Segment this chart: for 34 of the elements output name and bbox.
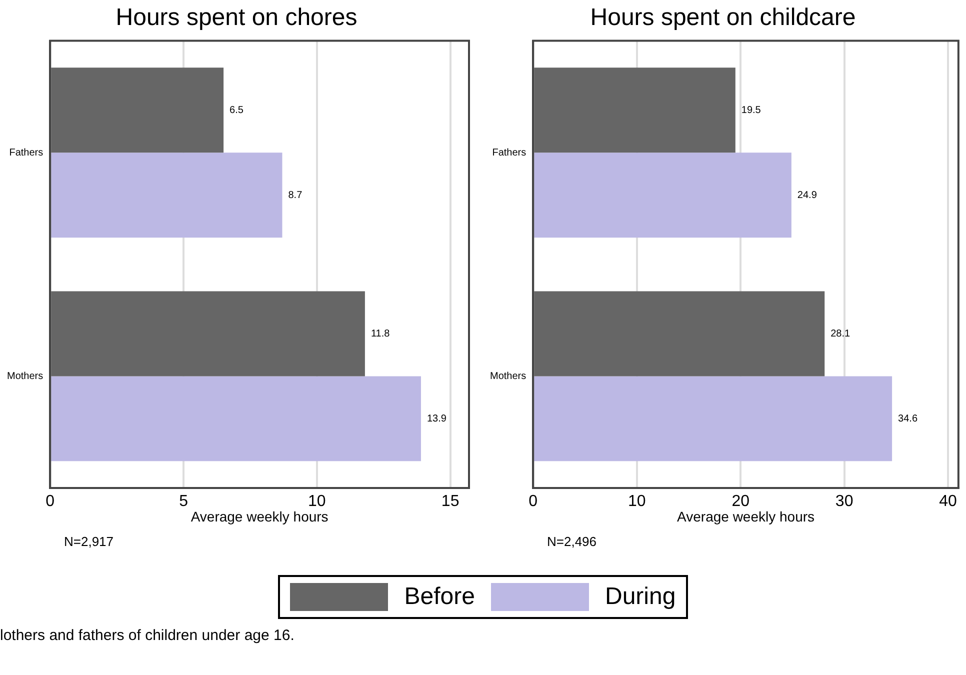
text: N=2,917 — [64, 534, 115, 549]
data-label: 28.1 — [830, 328, 851, 340]
x-tick-label: 15 — [441, 493, 460, 510]
text: lothers and fathers of children under age 16. — [0, 627, 296, 644]
x-tick-label: 0 — [528, 493, 538, 510]
y-tick-label: Fathers — [9, 147, 44, 158]
chart-title: Hours spent on childcare — [590, 4, 856, 32]
data-label: 24.9 — [797, 190, 818, 201]
x-tick-label: 30 — [835, 493, 854, 510]
legend-label: Before — [404, 583, 475, 611]
data-label: 6.5 — [230, 104, 244, 116]
bar — [51, 291, 365, 376]
x-tick-label: 10 — [308, 493, 326, 510]
data-label: 8.7 — [288, 190, 303, 201]
x-tick-label: 5 — [179, 493, 188, 510]
bar — [51, 376, 421, 462]
x-tick-label: 0 — [46, 493, 55, 510]
bar — [51, 68, 224, 153]
y-tick-label: Mothers — [490, 370, 526, 382]
data-label: 19.5 — [741, 104, 762, 116]
legend-label: During — [605, 583, 676, 611]
bar — [51, 152, 282, 238]
x-axis-title: Average weekly hours — [190, 508, 328, 524]
x-axis-title: Average weekly hours — [677, 508, 815, 524]
chart-title: Hours spent on chores — [116, 4, 358, 32]
data-label: 34.6 — [898, 413, 918, 424]
x-tick-label: 40 — [939, 493, 958, 510]
x-tick-label: 20 — [732, 493, 750, 510]
x-tick-label: 10 — [628, 493, 646, 510]
y-tick-label: Mothers — [7, 370, 44, 382]
data-label: 13.9 — [426, 413, 447, 424]
text: N=2,496 — [547, 534, 598, 549]
data-label: 11.8 — [370, 328, 390, 340]
y-tick-label: Fathers — [492, 147, 526, 158]
